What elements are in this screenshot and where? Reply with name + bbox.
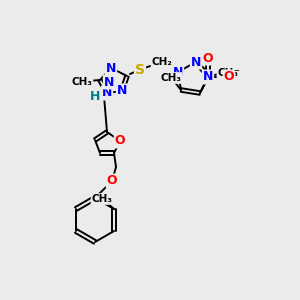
Text: O: O	[224, 70, 234, 83]
Text: H: H	[90, 89, 100, 103]
Text: CH₃: CH₃	[160, 73, 182, 83]
Text: N: N	[104, 76, 114, 88]
Text: N: N	[191, 56, 201, 68]
Text: CH₂: CH₂	[152, 57, 172, 67]
Text: N: N	[102, 86, 112, 100]
Text: CH₃: CH₃	[71, 77, 92, 87]
Text: N: N	[106, 61, 116, 74]
Text: N: N	[117, 85, 127, 98]
Text: ⁻: ⁻	[233, 68, 239, 78]
Text: CH₃: CH₃	[218, 68, 239, 78]
Text: O: O	[115, 134, 125, 148]
Text: CH₃: CH₃	[92, 194, 112, 204]
Text: N: N	[203, 70, 213, 83]
Text: S: S	[135, 63, 145, 77]
Text: O: O	[107, 175, 117, 188]
Text: O: O	[203, 52, 213, 64]
Text: N: N	[173, 65, 183, 79]
